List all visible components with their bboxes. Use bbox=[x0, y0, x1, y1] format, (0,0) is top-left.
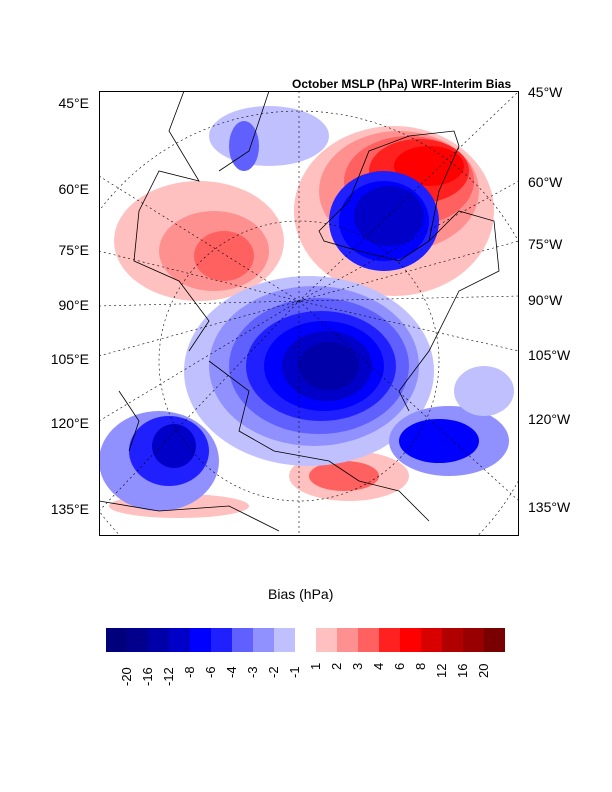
colorbar-tick-label: -2 bbox=[266, 666, 281, 678]
colorbar-tick-label: -12 bbox=[161, 667, 176, 686]
colorbar-tick-label: 6 bbox=[392, 662, 407, 670]
colorbar-tick-label: 8 bbox=[413, 662, 428, 670]
graticule bbox=[99, 91, 519, 536]
plot-title: October MSLP (hPa) WRF-Interim Bias bbox=[292, 77, 512, 91]
colorbar-tick-label: 20 bbox=[476, 663, 491, 678]
lon-label: 120°E bbox=[50, 415, 89, 431]
colorbar-box bbox=[484, 628, 505, 652]
colorbar-box bbox=[211, 628, 232, 652]
colorbar-box bbox=[379, 628, 400, 652]
colorbar-box bbox=[253, 628, 274, 652]
lon-label: 90°E bbox=[58, 297, 89, 313]
bias-map bbox=[99, 91, 519, 536]
colorbar-box bbox=[190, 628, 211, 652]
colorbar-box bbox=[442, 628, 463, 652]
colorbar-tick-label: 16 bbox=[455, 663, 470, 678]
colorbar-box bbox=[295, 628, 316, 652]
colorbar-tick-label: -3 bbox=[245, 666, 260, 678]
colorbar-tick-label: 12 bbox=[434, 663, 449, 678]
colorbar-tick-label: -4 bbox=[224, 666, 239, 678]
colorbar-tick-label: 2 bbox=[329, 662, 344, 670]
lon-label: 105°E bbox=[50, 351, 89, 367]
colorbar bbox=[106, 628, 505, 652]
lon-label: 45°W bbox=[528, 84, 563, 100]
colorbar-tick-label: -16 bbox=[140, 667, 155, 686]
colorbar-box bbox=[337, 628, 358, 652]
lon-label: 90°W bbox=[528, 292, 563, 308]
colorbar-box bbox=[400, 628, 421, 652]
colorbar-box bbox=[232, 628, 253, 652]
colorbar-box bbox=[127, 628, 148, 652]
lon-label: 105°W bbox=[528, 347, 571, 363]
colorbar-box bbox=[316, 628, 337, 652]
lon-label: 135°E bbox=[50, 501, 89, 517]
colorbar-tick-label: -1 bbox=[287, 666, 302, 678]
colorbar-tick-label: 3 bbox=[350, 662, 365, 670]
colorbar-tick-label: 1 bbox=[308, 662, 323, 670]
lon-label: 60°W bbox=[528, 174, 563, 190]
lon-label: 60°E bbox=[58, 181, 89, 197]
colorbar-box bbox=[274, 628, 295, 652]
colorbar-tick-label: -8 bbox=[182, 666, 197, 678]
coastlines bbox=[99, 91, 500, 532]
colorbar-box bbox=[169, 628, 190, 652]
lon-label: 75°E bbox=[58, 242, 89, 258]
colorbar-tick-label: -20 bbox=[119, 667, 134, 686]
lon-label: 45°E bbox=[58, 95, 89, 111]
colorbar-box bbox=[358, 628, 379, 652]
map-frame bbox=[99, 91, 519, 536]
colorbar-tick-label: -6 bbox=[203, 666, 218, 678]
colorbar-box bbox=[463, 628, 484, 652]
colorbar-tick-label: 4 bbox=[371, 662, 386, 670]
colorbar-box bbox=[148, 628, 169, 652]
lon-label: 120°W bbox=[528, 411, 571, 427]
lon-label: 75°W bbox=[528, 236, 563, 252]
colorbar-box bbox=[106, 628, 127, 652]
lon-label: 135°W bbox=[528, 499, 571, 515]
colorbar-title: Bias (hPa) bbox=[268, 586, 334, 602]
colorbar-box bbox=[421, 628, 442, 652]
